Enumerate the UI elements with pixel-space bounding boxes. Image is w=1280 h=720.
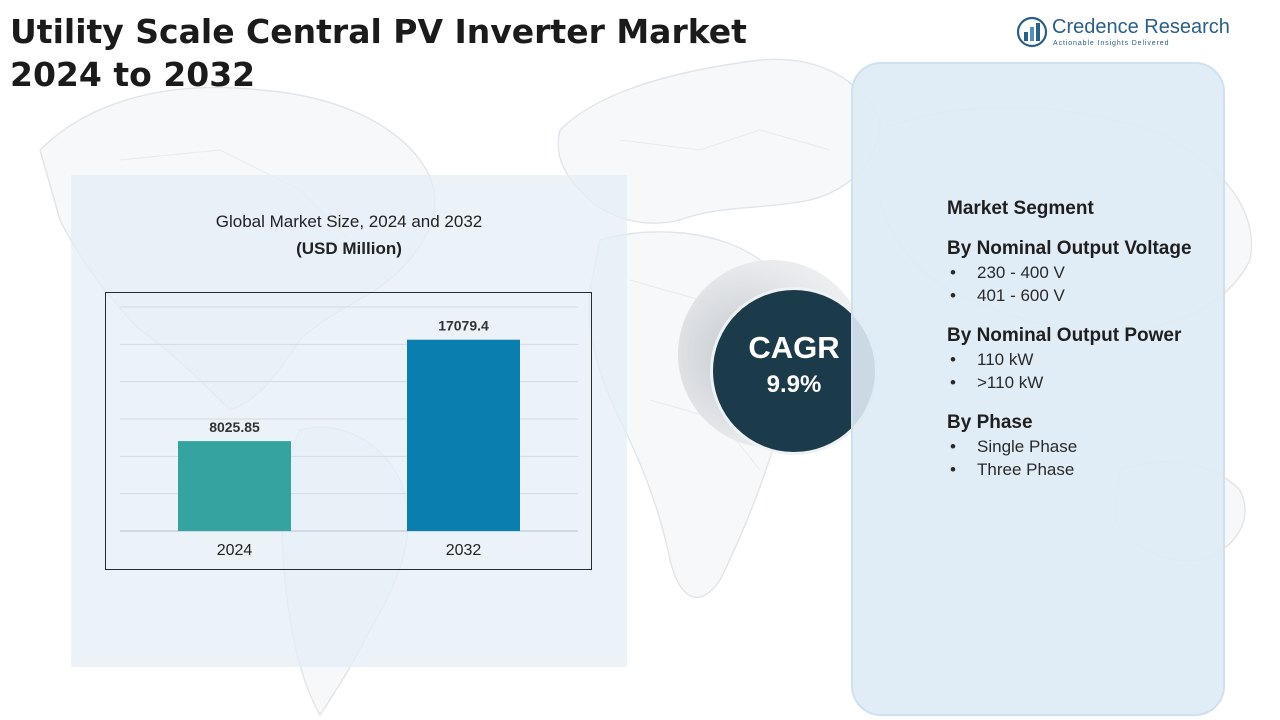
brand-name: Credence Research (1052, 16, 1230, 38)
segment-list: • 230 - 400 V • 401 - 600 V (947, 261, 1247, 307)
segment-item: • 110 kW (947, 348, 1247, 371)
x-tick-label-2032: 2032 (446, 542, 482, 559)
bar-2032 (407, 339, 520, 531)
segment-group-title: By Phase (947, 412, 1033, 433)
bullet-icon: • (950, 373, 956, 392)
segment-item-label: Single Phase (977, 437, 1078, 456)
segment-group-power: By Nominal Output Power • 110 kW • >110 kW (947, 323, 1247, 394)
segment-item-label: Three Phase (977, 460, 1075, 479)
bullet-icon: • (950, 263, 956, 282)
x-tick-label-2024: 2024 (217, 542, 253, 559)
segment-item: • Three Phase (947, 458, 1247, 481)
brand-tagline: Actionable Insights Delivered (1053, 40, 1170, 47)
bar-chart-logo-icon (1016, 16, 1048, 48)
page-title: Utility Scale Central PV Inverter Market… (10, 10, 770, 96)
segments-heading: Market Segment (947, 198, 1094, 219)
chart-panel (71, 175, 627, 667)
cagr-badge: CAGR 9.9% (710, 287, 878, 455)
segment-group-title: By Nominal Output Power (947, 325, 1182, 346)
brand-logo: Credence Research Actionable Insights De… (1016, 16, 1231, 50)
cagr-label: CAGR (748, 330, 840, 365)
chart-subtitle: (USD Million) (296, 239, 402, 258)
bullet-icon: • (950, 460, 956, 479)
chart-title: Global Market Size, 2024 and 2032 (215, 212, 483, 231)
segment-list: • 110 kW • >110 kW (947, 348, 1247, 394)
segment-item-label: >110 kW (977, 373, 1044, 392)
segment-item-label: 230 - 400 V (977, 263, 1065, 282)
bullet-icon: • (950, 286, 956, 305)
cagr-value: 9.9% (766, 371, 822, 398)
segment-item-label: 110 kW (977, 350, 1034, 369)
chart-frame: 8025.85 2024 17079.4 2032 (105, 292, 592, 570)
bullet-icon: • (950, 350, 956, 369)
bar-chart: 8025.85 2024 17079.4 2032 (120, 306, 578, 559)
segment-group-phase: By Phase • Single Phase • Three Phase (947, 410, 1247, 481)
segment-list: • Single Phase • Three Phase (947, 435, 1247, 481)
data-label-2024: 8025.85 (209, 419, 260, 435)
bullet-icon: • (950, 437, 956, 456)
page-title-line-1: Utility Scale Central PV Inverter Market (10, 12, 747, 51)
segment-group-voltage: By Nominal Output Voltage • 230 - 400 V •… (947, 236, 1247, 307)
segment-panel (851, 62, 1225, 716)
data-label-2032: 17079.4 (438, 318, 489, 334)
segment-item: • 401 - 600 V (947, 284, 1247, 307)
bar-2024 (178, 441, 291, 531)
segment-item: • >110 kW (947, 371, 1247, 394)
page-title-line-2: 2024 to 2032 (10, 55, 256, 94)
segment-item-label: 401 - 600 V (977, 286, 1065, 305)
segment-item: • Single Phase (947, 435, 1247, 458)
segment-group-title: By Nominal Output Voltage (947, 238, 1192, 259)
segment-item: • 230 - 400 V (947, 261, 1247, 284)
market-segments: Market Segment By Nominal Output Voltage… (947, 196, 1247, 497)
